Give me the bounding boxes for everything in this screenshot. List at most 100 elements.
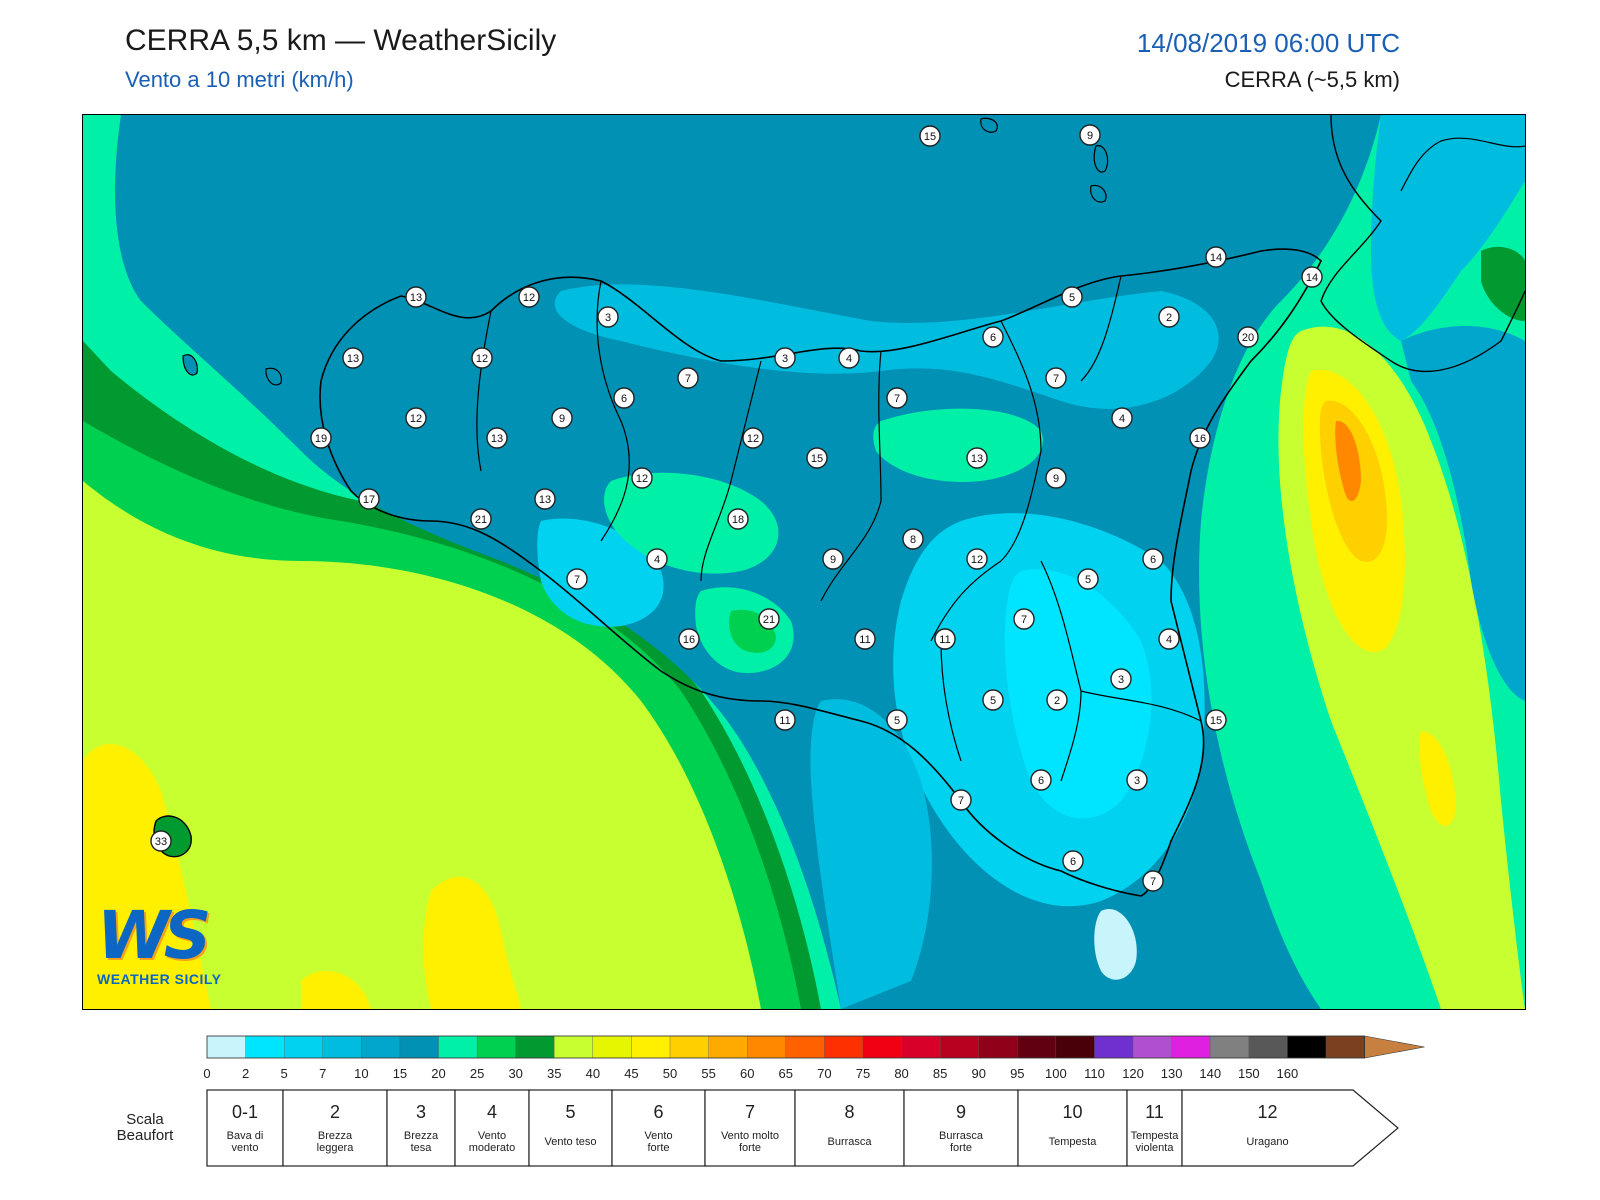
station-marker[interactable]: 9 — [1045, 467, 1067, 489]
station-marker[interactable]: 20 — [1237, 326, 1259, 348]
station-marker[interactable]: 5 — [886, 709, 908, 731]
station-marker[interactable]: 11 — [934, 628, 956, 650]
station-marker[interactable]: 3 — [1126, 769, 1148, 791]
colorbar-swatch — [1287, 1035, 1327, 1059]
station-marker[interactable]: 16 — [1189, 427, 1211, 449]
wind-map[interactable]: 15 9 13 12 3 12 13 12 6 9 7 3 4 7 14 5 2 14 6 20 7 4 16 19 12 13 1… — [82, 114, 1526, 1010]
beaufort-number: 10 — [1062, 1102, 1082, 1122]
station-marker[interactable]: 13 — [966, 447, 988, 469]
station-marker[interactable]: 6 — [982, 326, 1004, 348]
variable-subtitle: Vento a 10 metri (km/h) — [125, 67, 354, 92]
station-wind-value: 11 — [939, 634, 950, 646]
station-marker[interactable]: 13 — [405, 286, 427, 308]
station-marker[interactable]: 7 — [566, 568, 588, 590]
station-marker[interactable]: 14 — [1205, 246, 1227, 268]
station-marker[interactable]: 15 — [919, 125, 941, 147]
station-wind-value: 5 — [1085, 574, 1091, 586]
station-marker-circle — [1061, 286, 1083, 308]
station-marker-circle — [742, 427, 764, 449]
station-marker[interactable]: 9 — [1079, 124, 1101, 146]
station-marker[interactable]: 7 — [1013, 608, 1035, 630]
colorbar-tick-label: 130 — [1161, 1066, 1183, 1081]
station-marker[interactable]: 4 — [646, 548, 668, 570]
station-marker-circle — [678, 628, 700, 650]
station-marker[interactable]: 15 — [1205, 709, 1227, 731]
station-marker-circle — [358, 488, 380, 510]
beaufort-cell: 0-1 Bava di vento — [206, 1089, 284, 1167]
station-marker-circle — [551, 407, 573, 429]
station-marker[interactable]: 2 — [1046, 689, 1068, 711]
colorbar-swatch — [284, 1035, 323, 1059]
station-marker[interactable]: 12 — [631, 467, 653, 489]
station-marker[interactable]: 21 — [470, 508, 492, 530]
station-marker[interactable]: 12 — [471, 347, 493, 369]
station-marker[interactable]: 7 — [677, 367, 699, 389]
station-marker[interactable]: 13 — [486, 427, 508, 449]
station-marker[interactable]: 3 — [597, 306, 619, 328]
station-marker[interactable]: 12 — [405, 407, 427, 429]
station-marker[interactable]: 12 — [966, 548, 988, 570]
beaufort-cell: 2 Brezza leggera — [282, 1089, 388, 1167]
station-marker[interactable]: 33 — [150, 830, 172, 852]
station-marker[interactable]: 15 — [806, 447, 828, 469]
station-marker[interactable]: 3 — [774, 347, 796, 369]
colorbar-swatch — [747, 1035, 786, 1059]
station-marker[interactable]: 12 — [518, 286, 540, 308]
colorbar-tick-label: 160 — [1277, 1066, 1299, 1081]
colorbar-swatch — [245, 1035, 285, 1059]
station-marker[interactable]: 7 — [1142, 870, 1164, 892]
station-marker[interactable]: 4 — [1158, 628, 1180, 650]
colorbar-swatch — [1132, 1035, 1172, 1059]
station-marker[interactable]: 3 — [1110, 668, 1132, 690]
beaufort-cell-box — [611, 1089, 706, 1167]
station-marker[interactable]: 9 — [822, 548, 844, 570]
station-marker[interactable]: 6 — [1142, 548, 1164, 570]
station-marker[interactable]: 11 — [774, 709, 796, 731]
field-palest — [1094, 909, 1137, 980]
station-marker[interactable]: 18 — [727, 508, 749, 530]
beaufort-cell-box — [1017, 1089, 1128, 1167]
station-wind-value: 3 — [605, 312, 611, 324]
station-marker[interactable]: 5 — [1061, 286, 1083, 308]
station-marker[interactable]: 21 — [758, 608, 780, 630]
station-marker-circle — [471, 347, 493, 369]
station-marker-circle — [1110, 668, 1132, 690]
station-marker-circle — [982, 326, 1004, 348]
station-marker-circle — [1142, 548, 1164, 570]
station-marker[interactable]: 4 — [838, 347, 860, 369]
station-marker[interactable]: 4 — [1111, 407, 1133, 429]
colorbar-swatch — [1094, 1035, 1134, 1059]
station-marker[interactable]: 19 — [310, 427, 332, 449]
station-marker-circle — [1111, 407, 1133, 429]
station-marker[interactable]: 8 — [902, 528, 924, 550]
station-marker-circle — [1062, 850, 1084, 872]
station-marker[interactable]: 17 — [358, 488, 380, 510]
station-marker-circle — [1126, 769, 1148, 791]
beaufort-cell-box — [282, 1089, 388, 1167]
colorbar-tick-label: 120 — [1122, 1066, 1144, 1081]
colorbar-swatch — [361, 1035, 401, 1059]
station-marker[interactable]: 6 — [1030, 769, 1052, 791]
station-marker[interactable]: 7 — [1045, 367, 1067, 389]
station-marker-circle — [1189, 427, 1211, 449]
beaufort-cell: 8 Burrasca — [794, 1089, 905, 1167]
station-marker[interactable]: 13 — [534, 488, 556, 510]
station-marker[interactable]: 11 — [854, 628, 876, 650]
station-marker[interactable]: 14 — [1301, 266, 1323, 288]
station-marker[interactable]: 9 — [551, 407, 573, 429]
station-marker[interactable]: 12 — [742, 427, 764, 449]
beaufort-name: Burrasca — [827, 1136, 872, 1148]
station-marker[interactable]: 7 — [886, 387, 908, 409]
station-marker[interactable]: 5 — [982, 689, 1004, 711]
station-marker[interactable]: 16 — [678, 628, 700, 650]
station-marker[interactable]: 5 — [1077, 568, 1099, 590]
station-marker[interactable]: 13 — [342, 347, 364, 369]
station-wind-value: 2 — [1166, 312, 1172, 324]
weathersicily-logo: WS WEATHER SICILY — [97, 903, 247, 993]
station-marker-circle — [534, 488, 556, 510]
station-marker[interactable]: 2 — [1158, 306, 1180, 328]
station-marker[interactable]: 7 — [950, 789, 972, 811]
beaufort-name: Burrasca forte — [939, 1130, 984, 1154]
station-marker[interactable]: 6 — [613, 387, 635, 409]
station-marker[interactable]: 6 — [1062, 850, 1084, 872]
